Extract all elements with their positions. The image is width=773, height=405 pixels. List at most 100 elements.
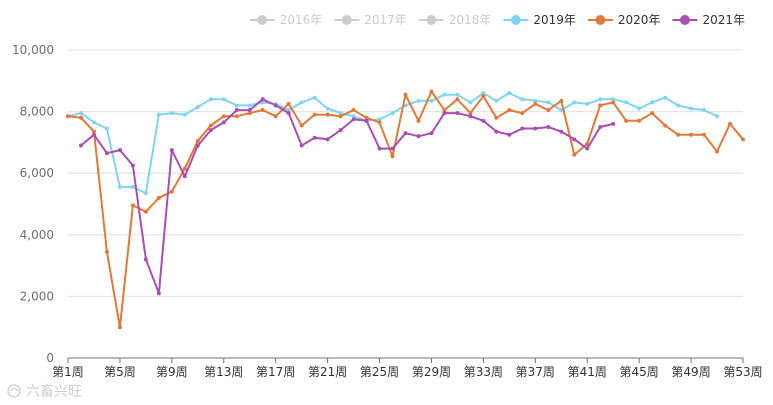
data-point (208, 128, 213, 133)
data-point (130, 203, 135, 208)
data-point (572, 152, 577, 157)
data-point (650, 111, 655, 116)
data-point (533, 101, 538, 106)
data-point (117, 325, 122, 330)
data-point (338, 111, 343, 116)
x-tick-label: 第17周 (256, 365, 295, 379)
data-point (585, 101, 590, 106)
data-point (468, 100, 473, 105)
x-tick-label: 第49周 (671, 365, 710, 379)
data-point (390, 111, 395, 116)
data-point (143, 191, 148, 196)
data-point (676, 103, 681, 108)
data-point (715, 149, 720, 154)
data-point (182, 112, 187, 117)
legend-item-2017年[interactable]: 2017年 (334, 13, 407, 27)
data-point (429, 131, 434, 136)
data-point (104, 249, 109, 254)
data-point (403, 92, 408, 97)
x-tick-label: 第25周 (360, 365, 399, 379)
legend-item-2018年[interactable]: 2018年 (418, 13, 492, 27)
data-point (481, 94, 486, 99)
data-point (429, 98, 434, 103)
data-point (533, 98, 538, 103)
data-point (546, 108, 551, 113)
data-point (195, 104, 200, 109)
data-point (702, 132, 707, 137)
data-point (663, 123, 668, 128)
data-point (442, 92, 447, 97)
data-point (676, 132, 681, 137)
data-point (338, 114, 343, 119)
legend-item-2016年[interactable]: 2016年 (249, 13, 323, 27)
data-point (156, 112, 161, 117)
data-point (481, 91, 486, 96)
data-point (351, 108, 356, 113)
data-point (221, 114, 226, 119)
series-line (80, 98, 614, 295)
data-point (299, 123, 304, 128)
data-point (533, 126, 538, 131)
data-point (91, 132, 96, 137)
grid-lines (68, 49, 743, 297)
legend-marker-icon (341, 15, 352, 25)
data-point (689, 132, 694, 137)
watermark-text: 六畜兴旺 (26, 384, 82, 400)
data-point (455, 111, 460, 116)
data-point (195, 143, 200, 148)
data-point (169, 148, 174, 153)
data-point (286, 111, 291, 116)
data-point (637, 106, 642, 111)
x-tick-label: 第41周 (568, 365, 607, 379)
data-point (221, 120, 226, 125)
data-point (234, 103, 239, 108)
data-point (273, 114, 278, 119)
data-point (598, 103, 603, 108)
data-point (455, 97, 460, 102)
y-tick-label: 2,000 (20, 289, 54, 303)
data-point (559, 98, 564, 103)
data-point (507, 91, 512, 96)
legend-item-2019年[interactable]: 2019年 (503, 13, 576, 27)
data-point (143, 209, 148, 214)
x-tick-label: 第45周 (620, 365, 659, 379)
watermark: 六畜兴旺 (7, 384, 82, 400)
data-point (104, 151, 109, 156)
series-lines (66, 89, 745, 330)
data-point (299, 100, 304, 105)
legend-label: 2020年 (618, 13, 661, 27)
y-tick-label: 6,000 (20, 166, 54, 180)
legend-marker-icon (257, 15, 268, 25)
legend-item-2020年[interactable]: 2020年 (587, 13, 661, 27)
data-point (429, 89, 434, 94)
data-point (546, 100, 551, 105)
x-tick-label: 第13周 (204, 365, 243, 379)
data-point (715, 114, 720, 119)
data-point (169, 189, 174, 194)
legend-label: 2018年 (449, 13, 492, 27)
data-point (728, 121, 733, 126)
data-point (273, 103, 278, 108)
data-point (143, 257, 148, 262)
data-point (338, 128, 343, 133)
data-point (377, 117, 382, 122)
x-tick-label: 第9周 (156, 365, 188, 379)
data-point (156, 291, 161, 296)
data-point (117, 185, 122, 190)
data-point (182, 166, 187, 171)
series-2020年 (66, 89, 745, 330)
x-tick-label: 第1周 (52, 365, 84, 379)
legend-item-2021年[interactable]: 2021年 (672, 13, 745, 27)
data-point (689, 106, 694, 111)
data-point (624, 118, 629, 123)
data-point (325, 137, 330, 142)
legend-label: 2017年 (364, 13, 407, 27)
data-point (416, 98, 421, 103)
data-point (286, 108, 291, 113)
data-point (572, 100, 577, 105)
data-point (520, 111, 525, 116)
legend-label: 2019年 (533, 13, 576, 27)
data-point (221, 97, 226, 102)
data-point (325, 106, 330, 111)
